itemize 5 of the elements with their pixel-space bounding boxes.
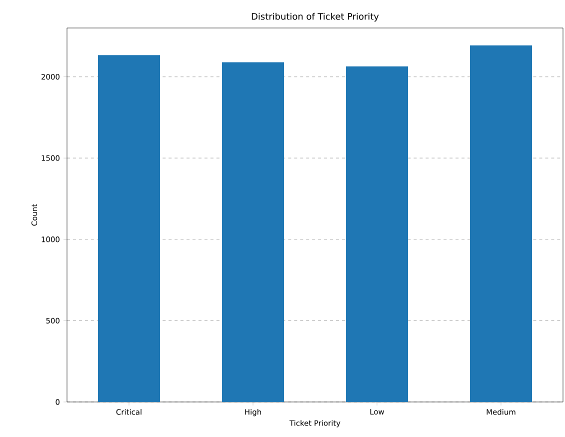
bar [470,45,532,402]
bar [98,55,160,402]
bar [222,62,284,402]
bar [346,66,408,402]
chart-title: Distribution of Ticket Priority [252,12,379,22]
